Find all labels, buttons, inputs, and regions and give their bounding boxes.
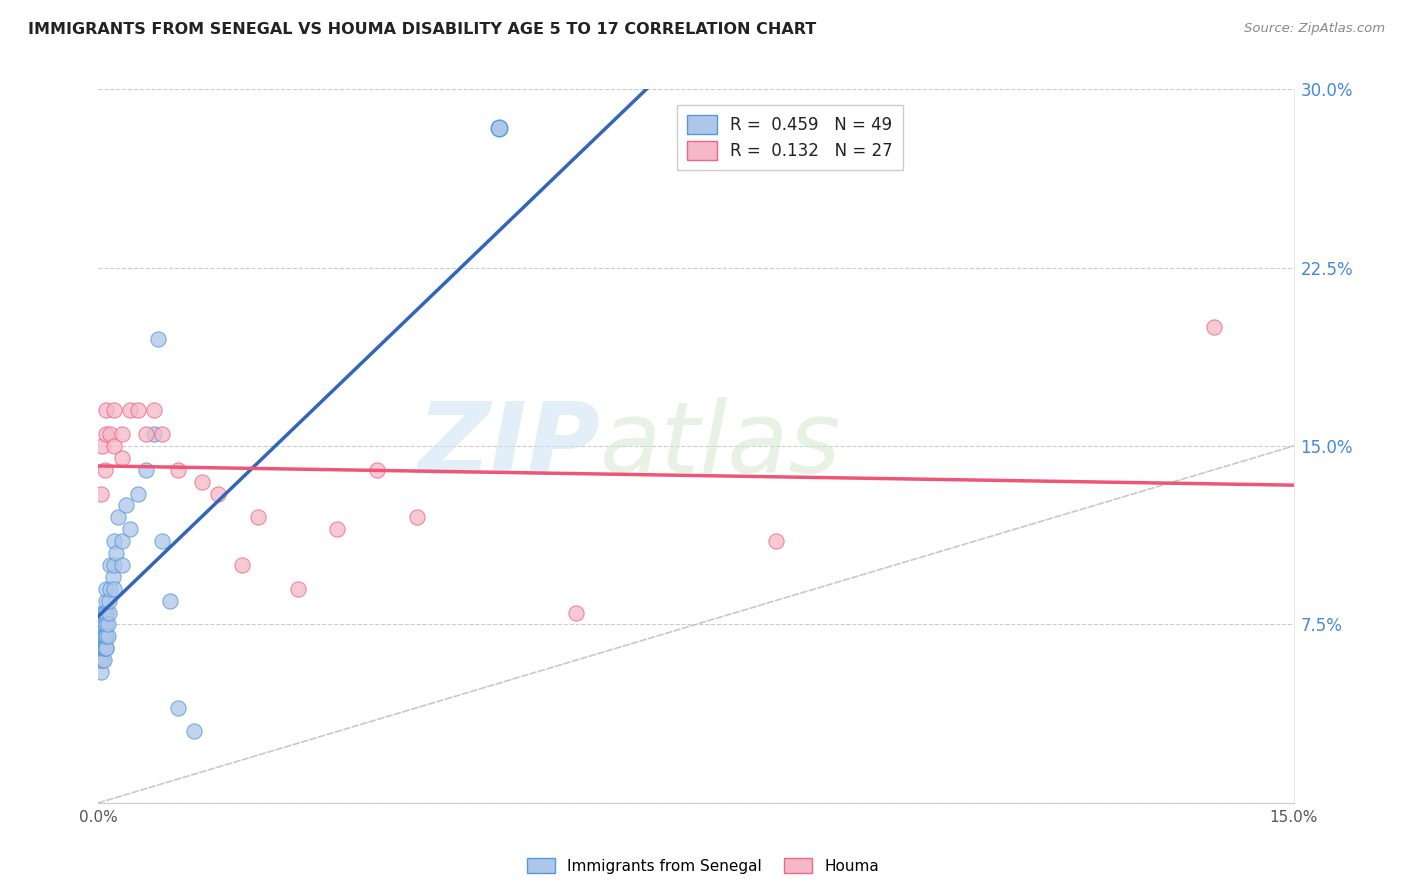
Point xyxy=(93,641,115,656)
Point xyxy=(231,558,253,572)
Point xyxy=(90,665,112,679)
Point xyxy=(765,534,787,549)
Point xyxy=(167,700,190,714)
Point xyxy=(94,641,117,656)
Point xyxy=(97,629,120,643)
Point xyxy=(103,534,125,549)
Point xyxy=(366,463,388,477)
Point xyxy=(103,558,125,572)
Point xyxy=(207,486,229,500)
Point xyxy=(97,606,120,620)
Legend: R =  0.459   N = 49, R =  0.132   N = 27: R = 0.459 N = 49, R = 0.132 N = 27 xyxy=(676,104,903,169)
Point xyxy=(93,629,115,643)
Point xyxy=(91,653,114,667)
Point xyxy=(103,582,125,596)
Text: IMMIGRANTS FROM SENEGAL VS HOUMA DISABILITY AGE 5 TO 17 CORRELATION CHART: IMMIGRANTS FROM SENEGAL VS HOUMA DISABIL… xyxy=(28,22,817,37)
Point xyxy=(96,593,118,607)
Point xyxy=(167,463,190,477)
Point xyxy=(191,475,214,489)
Point xyxy=(120,403,142,417)
Point xyxy=(96,582,118,596)
Point xyxy=(97,617,120,632)
Text: ZIP: ZIP xyxy=(418,398,600,494)
Point xyxy=(94,606,117,620)
Point xyxy=(101,570,124,584)
Point xyxy=(90,486,112,500)
Point xyxy=(120,522,142,536)
Point xyxy=(565,606,588,620)
Point xyxy=(135,463,157,477)
Legend: Immigrants from Senegal, Houma: Immigrants from Senegal, Houma xyxy=(522,852,884,880)
Point xyxy=(183,724,205,739)
Point xyxy=(100,427,122,442)
Point xyxy=(111,427,134,442)
Point xyxy=(111,450,134,465)
Point xyxy=(111,558,134,572)
Point xyxy=(93,606,115,620)
Point xyxy=(91,641,114,656)
Text: Source: ZipAtlas.com: Source: ZipAtlas.com xyxy=(1244,22,1385,36)
Point xyxy=(94,629,117,643)
Point xyxy=(111,534,134,549)
Y-axis label: Disability Age 5 to 17: Disability Age 5 to 17 xyxy=(0,364,7,528)
Point xyxy=(246,510,269,524)
Point xyxy=(94,617,117,632)
Point xyxy=(96,641,118,656)
Point xyxy=(94,463,117,477)
Point xyxy=(103,403,125,417)
Point xyxy=(96,617,118,632)
Point xyxy=(1202,320,1225,334)
Point xyxy=(94,629,117,643)
Point xyxy=(90,629,112,643)
Point xyxy=(159,593,181,607)
Point xyxy=(91,629,114,643)
Point xyxy=(150,427,173,442)
Point xyxy=(104,546,127,560)
Point xyxy=(96,606,118,620)
Point xyxy=(115,499,138,513)
Point xyxy=(107,510,129,524)
Point xyxy=(91,606,114,620)
Point xyxy=(97,593,120,607)
Point xyxy=(91,617,114,632)
Point xyxy=(406,510,429,524)
Point xyxy=(127,486,149,500)
Point xyxy=(127,403,149,417)
Point xyxy=(96,629,118,643)
Point xyxy=(135,427,157,442)
Point xyxy=(143,427,166,442)
Point xyxy=(90,653,112,667)
Point xyxy=(100,582,122,596)
Point xyxy=(96,403,118,417)
Point xyxy=(103,439,125,453)
Point xyxy=(96,427,118,442)
Point xyxy=(326,522,349,536)
Text: atlas: atlas xyxy=(600,398,842,494)
Point xyxy=(148,332,170,346)
Point xyxy=(287,582,309,596)
Point xyxy=(143,403,166,417)
Point xyxy=(94,641,117,656)
Point xyxy=(100,558,122,572)
Point xyxy=(90,641,112,656)
Point xyxy=(150,534,173,549)
Point xyxy=(91,439,114,453)
Point xyxy=(93,653,115,667)
